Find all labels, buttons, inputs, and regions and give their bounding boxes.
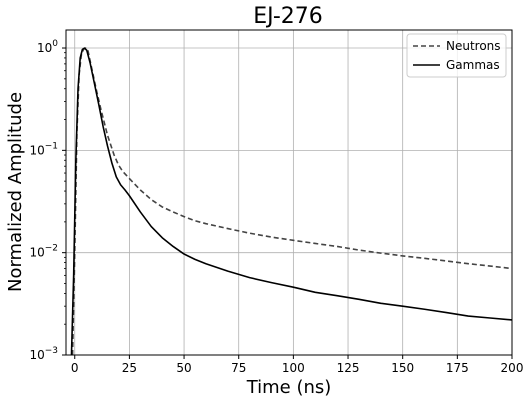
chart-title: EJ-276	[253, 4, 323, 29]
x-ticks: 0 25 50 75 100 125 150 175 200	[71, 355, 524, 375]
x-tick-label: 0	[71, 361, 79, 375]
plot-frame	[65, 29, 513, 356]
x-axis-label: Time (ns)	[246, 377, 332, 398]
x-tick-label: 75	[231, 361, 246, 375]
x-tick-label: 150	[391, 361, 414, 375]
legend-label-gammas: Gammas	[446, 58, 500, 72]
grid	[66, 30, 513, 356]
y-ticks: 10−3 10−2 10−1 100	[29, 39, 66, 362]
y-tick-label: 10−2	[29, 244, 58, 260]
x-tick-label: 25	[122, 361, 137, 375]
x-tick-label: 50	[176, 361, 191, 375]
y-axis-label: Normalized Amplitude	[5, 92, 26, 292]
x-tick-label: 100	[282, 361, 305, 375]
y-tick-label: 10−3	[29, 346, 58, 362]
y-tick-label: 10−1	[29, 141, 58, 157]
x-tick-label: 175	[446, 361, 469, 375]
series-gammas-line	[70, 47, 513, 356]
x-tick-label: 125	[337, 361, 360, 375]
series-neutrons-line	[71, 47, 513, 356]
series-group	[70, 47, 513, 356]
legend-box	[406, 33, 507, 78]
legend-label-neutrons: Neutrons	[446, 39, 501, 53]
x-tick-label: 200	[501, 361, 524, 375]
legend: Neutrons Gammas	[406, 33, 507, 78]
y-tick-label: 100	[37, 39, 58, 55]
